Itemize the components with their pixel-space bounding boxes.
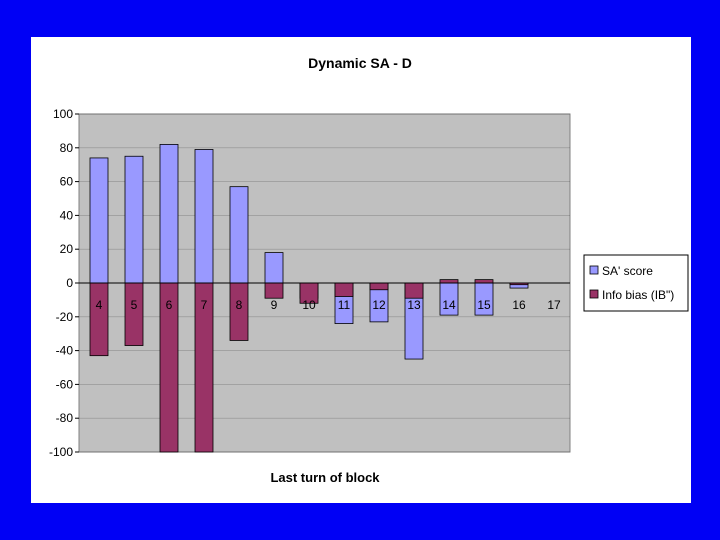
bar-info-bias-12 xyxy=(369,282,389,291)
x-axis-ticks: 4 5 6 7 8 9 10 11 12 13 14 15 16 17 xyxy=(96,298,561,312)
y-tick-label: 100 xyxy=(53,107,73,121)
legend-label: Info bias (IB") xyxy=(602,288,674,302)
y-tick-label: 40 xyxy=(60,208,74,222)
x-tick-label: 9 xyxy=(271,298,278,312)
bar-sa-score-7 xyxy=(194,149,214,284)
x-tick-label: 17 xyxy=(547,298,561,312)
x-tick-label: 13 xyxy=(407,298,421,312)
chart-panel: Dynamic SA - D 100 80 60 40 20 0 -20 -40 -60 -80 -… xyxy=(31,37,691,503)
y-tick-label: 80 xyxy=(60,141,74,155)
legend: SA' score Info bias (IB") xyxy=(583,254,689,312)
x-tick-label: 15 xyxy=(477,298,491,312)
y-tick-label: 0 xyxy=(66,276,73,290)
legend-label: SA' score xyxy=(602,264,653,278)
bar-sa-score-4 xyxy=(89,157,109,284)
bar-sa-score-5 xyxy=(124,155,144,284)
x-tick-label: 7 xyxy=(201,298,208,312)
bar-info-bias-5 xyxy=(124,282,144,346)
bar-info-bias-15 xyxy=(474,279,494,284)
y-tick-label: -100 xyxy=(49,445,73,459)
x-tick-label: 5 xyxy=(131,298,138,312)
y-tick-label: 60 xyxy=(60,175,74,189)
x-tick-label: 4 xyxy=(96,298,103,312)
bar-info-bias-4 xyxy=(89,282,109,357)
bar-info-bias-9 xyxy=(264,282,284,299)
x-axis-title: Last turn of block xyxy=(270,470,380,485)
y-tick-label: -60 xyxy=(56,377,74,391)
x-tick-label: 11 xyxy=(338,298,351,312)
legend-box xyxy=(583,254,689,312)
x-tick-label: 6 xyxy=(166,298,173,312)
bar-info-bias-11 xyxy=(334,282,354,297)
y-tick-label: -20 xyxy=(56,310,74,324)
bar-sa-score-9 xyxy=(264,252,284,284)
bar-info-bias-13 xyxy=(404,282,424,299)
x-tick-label: 8 xyxy=(236,298,243,312)
x-tick-label: 14 xyxy=(442,298,456,312)
bar-sa-score-6 xyxy=(159,144,179,284)
chart-title: Dynamic SA - D xyxy=(308,55,412,71)
legend-swatch xyxy=(589,265,599,275)
y-axis-ticks: 100 80 60 40 20 0 -20 -40 -60 -80 -100 xyxy=(49,107,79,459)
y-tick-label: 20 xyxy=(60,242,74,256)
bar-info-bias-14 xyxy=(439,279,459,284)
bar-sa-score-8 xyxy=(229,186,249,284)
chart: Dynamic SA - D 100 80 60 40 20 0 -20 -40 -60 -80 -… xyxy=(49,55,689,485)
x-tick-label: 12 xyxy=(372,298,386,312)
x-tick-label: 16 xyxy=(512,298,526,312)
y-tick-label: -40 xyxy=(56,344,74,358)
y-tick-label: -80 xyxy=(56,411,74,425)
x-tick-label: 10 xyxy=(302,298,316,312)
legend-swatch xyxy=(589,289,599,299)
